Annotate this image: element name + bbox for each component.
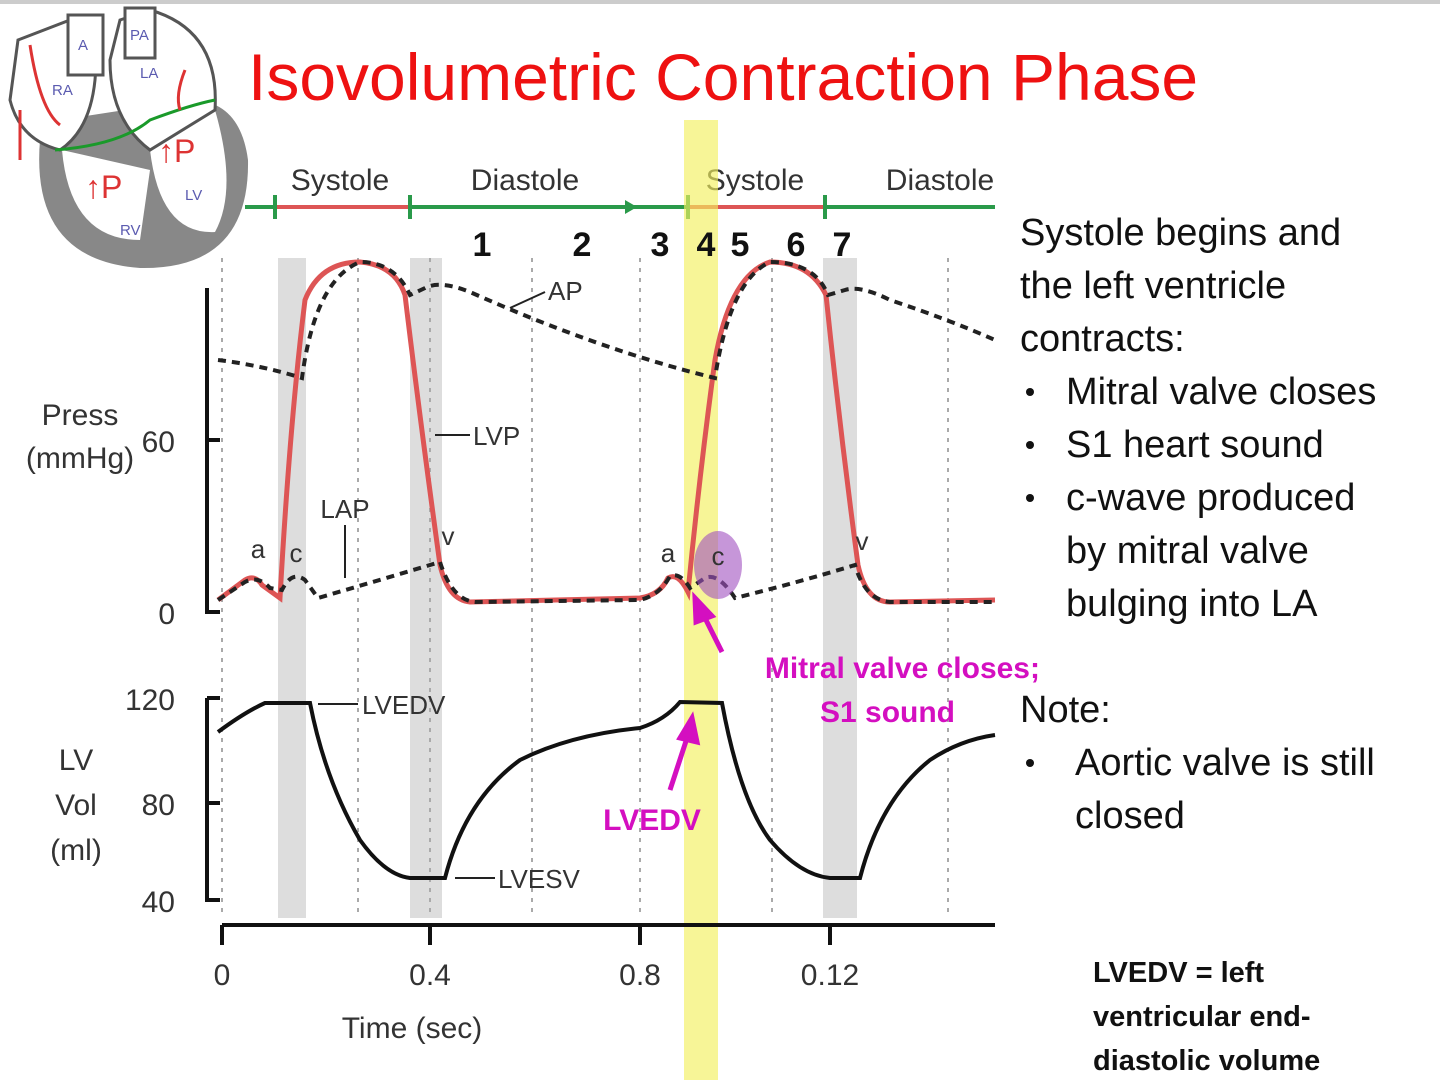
heart-label: LV	[185, 187, 202, 204]
callout-arrows	[667, 591, 725, 791]
annotation: LAP	[320, 494, 369, 524]
slide-title: Isovolumetric Contraction Phase	[248, 40, 1198, 114]
phase-number: 6	[787, 226, 806, 264]
highlight-band	[684, 120, 718, 1080]
annotation: AP	[548, 276, 583, 306]
annotation: c	[290, 538, 303, 568]
annotation: LVESV	[498, 864, 581, 894]
note-heading: Note:	[1020, 689, 1111, 731]
side-text: Systole begins and	[1020, 212, 1341, 254]
phase-label: Diastole	[886, 164, 994, 197]
tick-label: 0.12	[801, 959, 859, 992]
axis-label: LV	[59, 744, 93, 777]
bullet-text: Mitral valve closes	[1066, 371, 1376, 413]
heart-label: RA	[52, 82, 73, 99]
volume-curve	[216, 699, 996, 880]
lap-curve	[216, 559, 995, 605]
callout: LVEDV	[603, 804, 701, 837]
tick-label: 0.8	[619, 959, 661, 992]
tick-label: 0.4	[409, 959, 451, 992]
tick-label: 80	[142, 789, 175, 822]
phase-number: 5	[731, 226, 750, 264]
heart-label: PA	[130, 27, 149, 44]
tick-label: 0	[214, 959, 231, 992]
heart-label: RV	[120, 222, 141, 239]
annotation: a	[661, 538, 676, 568]
heart-label: A	[78, 37, 88, 54]
annotation: c	[712, 541, 725, 571]
annotation: LVP	[473, 421, 520, 451]
axes	[205, 288, 995, 945]
axis-label: Press	[42, 399, 119, 432]
phase-label: Systole	[706, 164, 804, 197]
footnote: LVEDV = left	[1093, 957, 1264, 989]
phase-number: 1	[473, 226, 492, 264]
annotation: a	[251, 534, 266, 564]
phase-number: 3	[651, 226, 670, 264]
bullet-text: bulging into LA	[1066, 583, 1318, 625]
axis-label: (mmHg)	[26, 442, 134, 475]
ap-curve	[217, 259, 996, 381]
tick-label: 40	[142, 886, 175, 919]
tick-label: 60	[142, 426, 175, 459]
bullet-text: closed	[1075, 795, 1185, 837]
bullet-text: S1 heart sound	[1066, 424, 1324, 466]
phase-number: 7	[833, 226, 852, 264]
heart-label: ↑P	[158, 133, 195, 169]
top-border	[0, 0, 1440, 4]
bullet-text: by mitral valve	[1066, 530, 1309, 572]
bullets	[1026, 388, 1034, 767]
axis-label: Time (sec)	[342, 1012, 483, 1045]
heart-label: ↑P	[85, 169, 122, 205]
grid-lines	[221, 258, 949, 918]
annotation: LVEDV	[362, 690, 446, 720]
phase-number: 4	[697, 226, 716, 264]
phase-number: 2	[573, 226, 592, 264]
footnote: diastolic volume	[1093, 1045, 1320, 1077]
annotation-arrows	[318, 291, 546, 879]
annotation: v	[856, 526, 869, 556]
axis-label: Vol	[55, 789, 97, 822]
bullet-text: c-wave produced	[1066, 477, 1355, 519]
footnote: ventricular end-	[1093, 1001, 1311, 1033]
callout: Mitral valve closes;	[765, 652, 1040, 685]
side-text: contracts:	[1020, 318, 1185, 360]
heart-label: LA	[140, 65, 158, 82]
phase-label: Diastole	[471, 164, 579, 197]
tick-label: 0	[158, 598, 175, 631]
callout: S1 sound	[820, 696, 955, 729]
bullet-text: Aortic valve is still	[1075, 742, 1375, 784]
side-text: the left ventricle	[1020, 265, 1286, 307]
c-wave-highlight	[694, 531, 742, 599]
tick-label: 120	[125, 684, 175, 717]
phase-label: Systole	[291, 164, 389, 197]
heart-icon: A PA RA LA ↑P ↑P LV RV	[8, 6, 249, 269]
annotation: v	[442, 521, 455, 551]
phase-bar	[245, 195, 995, 219]
axis-label: (ml)	[50, 834, 102, 867]
